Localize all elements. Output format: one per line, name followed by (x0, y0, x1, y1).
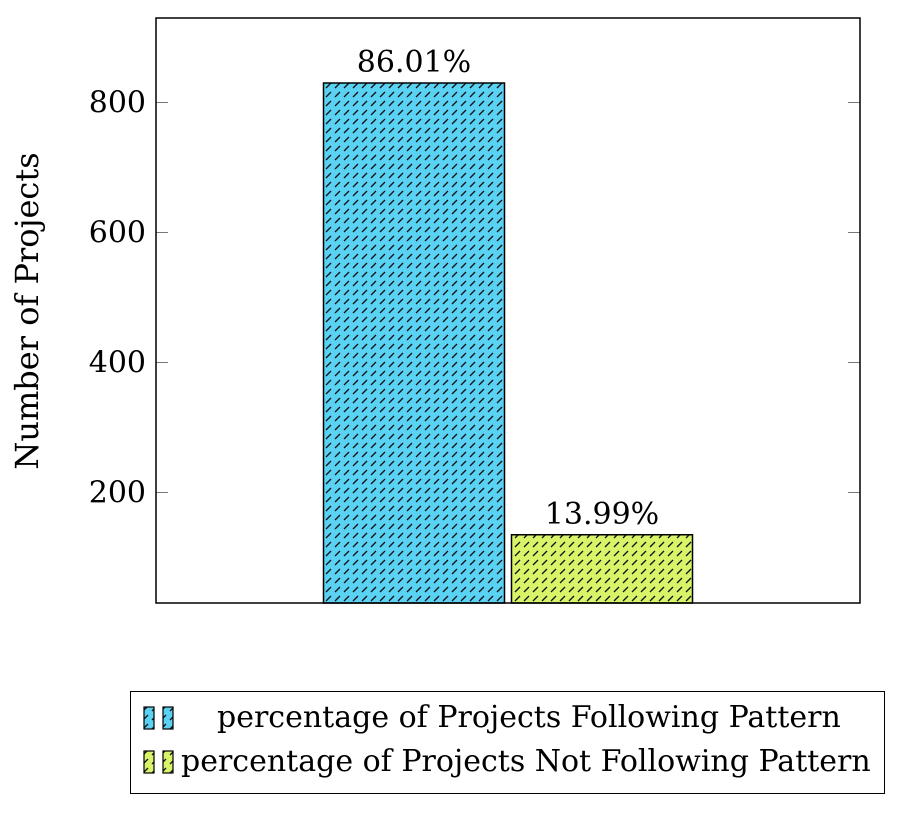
legend-swatch-following (143, 706, 174, 730)
y-tick-label: 600 (89, 216, 146, 251)
legend: percentage of Projects Following Pattern… (130, 691, 885, 794)
bar-0 (322, 82, 506, 604)
bar-value-label-1: 13.99% (545, 497, 659, 532)
y-axis-label: Number of Projects (8, 152, 46, 469)
y-tick-label: 200 (89, 476, 146, 511)
legend-label-following: percentage of Projects Following Pattern (217, 700, 841, 735)
legend-label-not-following: percentage of Projects Not Following Pat… (181, 744, 871, 779)
legend-entry-following: percentage of Projects Following Pattern (131, 700, 884, 746)
y-tick-label: 800 (89, 86, 146, 121)
bar-value-label-0: 86.01% (357, 45, 471, 80)
y-tick-label: 400 (89, 346, 146, 381)
plot-frame (155, 17, 861, 604)
bar-1 (510, 534, 694, 604)
legend-swatch-not-following (143, 750, 174, 774)
legend-entry-not-following: percentage of Projects Not Following Pat… (131, 744, 884, 790)
